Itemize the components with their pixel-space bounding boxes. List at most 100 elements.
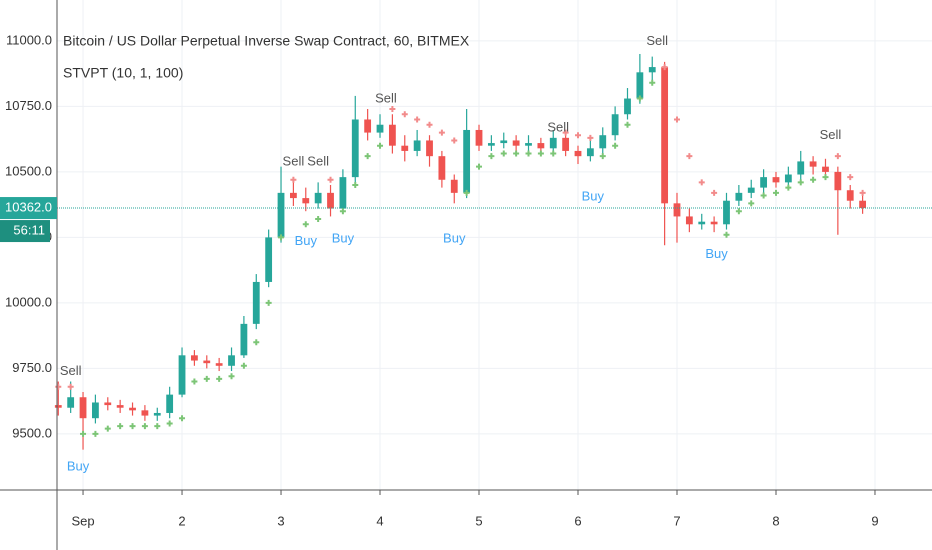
stop-marker [302, 221, 309, 228]
stop-marker [117, 423, 124, 430]
candle-body [487, 143, 495, 146]
signal-label: Sell [307, 153, 329, 168]
stop-marker [686, 153, 693, 160]
stop-marker [649, 79, 656, 86]
x-tick-label: Sep [71, 513, 94, 528]
stop-marker [179, 415, 186, 422]
candle-body [339, 177, 347, 209]
candle-body [512, 140, 520, 146]
stop-marker [723, 231, 730, 238]
candle-body [327, 192, 334, 209]
candle-body [661, 67, 669, 204]
stop-marker [673, 116, 680, 123]
stop-marker [537, 150, 544, 157]
x-tick-label: 4 [376, 513, 383, 528]
candle-body [190, 355, 198, 361]
stop-marker [55, 383, 62, 390]
x-tick-label: 6 [574, 513, 581, 528]
signal-label: Buy [295, 233, 318, 248]
candle-body [784, 174, 792, 183]
candle-body [141, 410, 149, 416]
stop-marker [463, 189, 470, 196]
stop-marker [513, 150, 520, 157]
stop-marker [315, 216, 322, 223]
signal-label: Sell [646, 33, 668, 48]
candle-body [537, 143, 545, 149]
candle-body [116, 405, 124, 408]
candle-body [376, 124, 384, 133]
stop-marker [500, 150, 507, 157]
signal-label: Sell [375, 90, 397, 105]
stop-marker [735, 208, 742, 215]
y-tick-label: 9750.0 [12, 360, 52, 375]
candle-body [586, 148, 594, 157]
candle-body [747, 187, 755, 193]
stop-marker [476, 163, 483, 170]
candle-body [54, 405, 62, 408]
stop-marker [228, 373, 235, 380]
stop-marker [327, 176, 334, 183]
stop-marker [599, 153, 606, 160]
x-tick-label: 9 [871, 513, 878, 528]
candle-body [67, 397, 75, 408]
countdown-label: 56:11 [13, 222, 45, 237]
stop-marker [760, 192, 767, 199]
x-tick-label: 8 [772, 513, 779, 528]
stop-marker [401, 111, 408, 118]
stop-marker [711, 189, 718, 196]
stop-marker [426, 121, 433, 128]
stop-marker [488, 153, 495, 160]
stop-marker [525, 150, 532, 157]
stop-marker [612, 142, 619, 149]
signal-label: Buy [332, 230, 355, 245]
stop-marker [290, 176, 297, 183]
stop-marker [575, 132, 582, 139]
y-tick-label: 11000.0 [6, 32, 52, 47]
stop-marker [364, 153, 371, 160]
stop-marker [191, 378, 198, 385]
stop-marker [141, 423, 148, 430]
candle-body [562, 137, 570, 151]
candle-body [79, 397, 87, 419]
y-tick-label: 10000.0 [5, 294, 52, 309]
candle-body [846, 190, 854, 201]
candle-body [302, 198, 310, 204]
candle-body [364, 119, 372, 133]
candle-body [636, 72, 644, 99]
signal-label: Sell [60, 363, 82, 378]
candle-body [438, 156, 446, 180]
stop-marker [253, 339, 260, 346]
stop-marker [278, 234, 285, 241]
candle-body [265, 237, 273, 282]
stop-marker [80, 430, 87, 437]
x-tick-label: 5 [475, 513, 482, 528]
candle-body [215, 363, 223, 366]
candle-body [710, 221, 718, 225]
signal-label: Sell [820, 127, 842, 142]
candle-body [797, 161, 805, 175]
candle-body [252, 281, 260, 324]
candle-body [314, 192, 322, 204]
x-tick-label: 7 [673, 513, 680, 528]
candle-body [624, 98, 631, 115]
stop-marker [129, 423, 136, 430]
stop-marker [822, 174, 829, 181]
last-price-tag [0, 197, 57, 220]
stop-marker [414, 116, 421, 123]
candle-body [760, 177, 768, 188]
stop-marker [624, 121, 631, 128]
x-tick-label: 3 [277, 513, 284, 528]
candle-body [574, 150, 582, 157]
stop-marker [451, 137, 458, 144]
stop-marker [352, 181, 359, 188]
stop-marker [859, 189, 866, 196]
stop-marker [339, 208, 346, 215]
stop-marker [240, 362, 247, 369]
stop-marker [389, 106, 396, 113]
candle-body [166, 394, 174, 413]
candle-body [153, 412, 161, 416]
candle-body [549, 137, 557, 149]
stop-marker [698, 179, 705, 186]
candle-body [859, 200, 867, 209]
